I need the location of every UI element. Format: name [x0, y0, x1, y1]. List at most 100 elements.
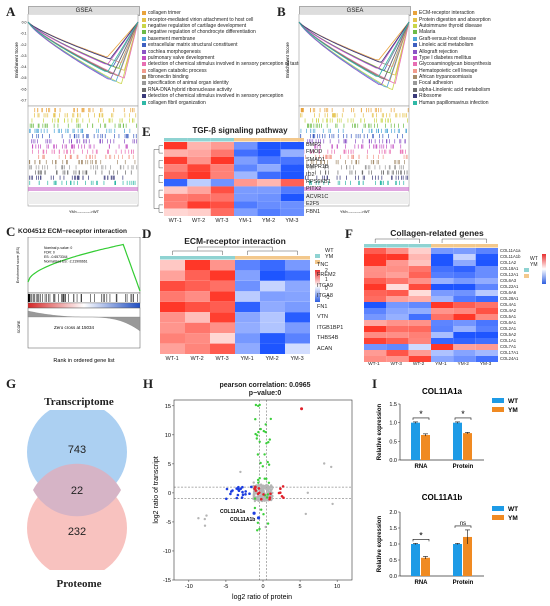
hit-tick: [124, 128, 125, 133]
hit-tick: [399, 149, 401, 154]
hit-tick: [379, 134, 380, 139]
hit-tick: [353, 154, 354, 159]
group-bar: [260, 256, 285, 260]
panel-b: GSEA Enrichment Score YM<---------->WT E…: [285, 6, 543, 220]
hit-tick: [128, 154, 130, 159]
hit-tick: [369, 165, 371, 170]
heatmap-cell: [386, 356, 409, 362]
hit-tick: [34, 108, 36, 113]
legend-label: collagen trimer: [148, 10, 181, 17]
hit-tick: [92, 108, 94, 113]
dendrogram: [374, 238, 487, 243]
hit-tick: [74, 134, 76, 139]
hit-tick: [388, 149, 390, 154]
heatmap-cell: [431, 302, 454, 308]
y-tick-label: 15: [165, 404, 171, 410]
hit-tick: [65, 128, 67, 133]
sample-label: WT-1: [165, 356, 179, 362]
heatmap-cell: [164, 201, 188, 209]
legend-swatch: [142, 43, 146, 48]
hit-tick: [365, 165, 367, 170]
hit-tick: [72, 113, 74, 118]
rank-strip: [28, 187, 138, 191]
hit-tick: [61, 165, 62, 170]
hit-tick: [362, 144, 364, 149]
expression-bars: COL11A1a 0.0 0.5 1.0 1.5 Relative expression R…: [377, 387, 518, 586]
gene-label: COL7A1: [500, 344, 517, 349]
hit-tick: [31, 165, 32, 170]
hit-tick: [331, 149, 333, 154]
bar-chart-title: COL11A1b: [422, 493, 463, 502]
gene-point: [279, 487, 282, 490]
hit-tick: [398, 123, 399, 128]
hit-tick: [64, 113, 66, 118]
gene-point: [229, 492, 232, 496]
gene-point: [203, 517, 206, 521]
heatmap-cell: [408, 284, 431, 290]
hit-tick: [342, 128, 344, 133]
legend-label: negative regulation of chondrocyte diffe…: [148, 29, 256, 36]
y-tick-label: 0: [168, 491, 171, 497]
hit-tick: [310, 149, 311, 154]
hit-tick: [113, 170, 115, 175]
hit-tick: [327, 165, 329, 170]
heatmap-cell: [475, 326, 498, 332]
heatmap-cell: [234, 149, 258, 157]
x-tick-label: -10: [185, 584, 193, 590]
hit-tick: [378, 160, 379, 165]
hit-tick: [76, 154, 78, 159]
es-axis-label: Enrichment Score: [285, 42, 290, 78]
hit-tick: [406, 113, 407, 118]
legend-label: Linoleic acid metabolism: [419, 42, 474, 49]
hit-tick: [30, 165, 32, 170]
gene-hit: [101, 294, 102, 302]
gene-point: [265, 483, 268, 487]
hit-tick: [336, 123, 338, 128]
legend-entry: detection of chemical stimulus involved …: [142, 93, 301, 99]
heatmap-cell: [257, 156, 281, 165]
hit-tick: [109, 144, 110, 149]
hit-tick: [126, 180, 128, 185]
gene-point: [197, 517, 200, 520]
heatmap-cell: [160, 343, 185, 354]
hit-tick: [77, 108, 78, 113]
gene-label: COL28A1: [500, 296, 519, 301]
group-bar: [285, 256, 310, 260]
hit-tick: [87, 123, 88, 128]
heatmap-cell: [364, 314, 387, 320]
hit-tick: [89, 108, 91, 113]
legend-label: African trypanosomiasis: [419, 74, 473, 81]
hit-tick: [134, 180, 136, 185]
heatmap-cell: [364, 356, 387, 362]
hit-tick: [302, 108, 304, 113]
gene-point: [241, 493, 245, 497]
y-tick-label: 1.0: [389, 542, 397, 548]
hit-tick: [354, 144, 356, 149]
bar-chart-title: COL11A1a: [422, 387, 463, 396]
hit-tick: [378, 128, 379, 133]
legend-label: detection of chemical stimulus involved …: [148, 61, 302, 68]
hit-tick: [40, 170, 41, 175]
hit-tick: [118, 144, 120, 149]
hit-tick: [309, 139, 310, 144]
hit-tick: [61, 134, 63, 139]
hit-tick: [122, 154, 123, 159]
hit-tick: [381, 113, 383, 118]
hit-tick: [77, 118, 79, 123]
hit-tick: [310, 160, 312, 165]
sample-label: YM-2: [262, 218, 276, 224]
heatmap-cell: [475, 356, 498, 362]
gene-label: COL1A2: [500, 260, 517, 265]
gene-label: PITX2: [306, 186, 322, 193]
hit-tick: [352, 118, 354, 123]
heatmap-cell: [408, 296, 431, 302]
hit-tick: [355, 160, 357, 165]
hit-tick: [388, 134, 389, 139]
legend-label: extracellular matrix structural constitu…: [148, 42, 238, 49]
hit-tick: [304, 118, 306, 123]
hit-tick: [368, 123, 369, 128]
hit-tick: [90, 144, 92, 149]
legend-swatch: [142, 68, 146, 73]
gene-point: [300, 407, 304, 411]
hit-tick: [43, 113, 45, 118]
